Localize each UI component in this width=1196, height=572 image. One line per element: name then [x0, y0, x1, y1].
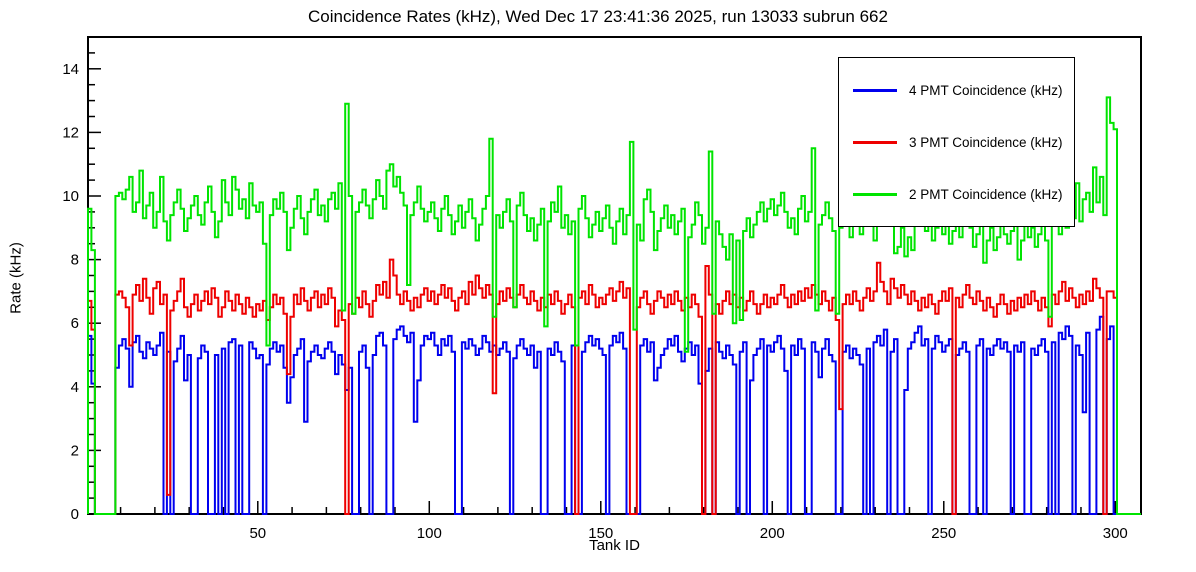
y-tick-label: 10: [62, 188, 79, 205]
legend-line-green: [853, 192, 897, 196]
legend-label-2pmt: 2 PMT Coincidence (kHz): [909, 186, 1063, 202]
legend: 4 PMT Coincidence (kHz) 3 PMT Coincidenc…: [838, 57, 1075, 227]
series-line-0: [87, 315, 1141, 515]
x-tick-label: 300: [1103, 525, 1128, 542]
legend-line-blue: [853, 88, 897, 92]
y-tick-label: 0: [71, 506, 79, 523]
y-tick-label: 8: [71, 252, 79, 269]
y-axis-label: Rate (kHz): [7, 242, 25, 314]
y-tick-label: 2: [71, 442, 79, 459]
chart-title: Coincidence Rates (kHz), Wed Dec 17 23:4…: [308, 7, 888, 26]
x-tick-label: 100: [417, 525, 442, 542]
legend-line-red: [853, 140, 897, 144]
y-tick-label: 14: [62, 61, 79, 78]
x-tick-label: 150: [588, 525, 613, 542]
legend-item-2pmt: 2 PMT Coincidence (kHz): [839, 187, 1074, 202]
legend-item-4pmt: 4 PMT Coincidence (kHz): [839, 83, 1074, 98]
x-tick-label: 50: [249, 525, 266, 542]
legend-item-3pmt: 3 PMT Coincidence (kHz): [839, 135, 1074, 150]
x-axis-label: Tank ID: [589, 537, 640, 554]
legend-label-4pmt: 4 PMT Coincidence (kHz): [909, 82, 1063, 98]
y-tick-label: 4: [71, 379, 79, 396]
y-tick-label: 12: [62, 124, 79, 141]
legend-label-3pmt: 3 PMT Coincidence (kHz): [909, 134, 1063, 150]
y-tick-label: 6: [71, 315, 79, 332]
x-tick-label: 200: [760, 525, 785, 542]
x-tick-label: 250: [931, 525, 956, 542]
